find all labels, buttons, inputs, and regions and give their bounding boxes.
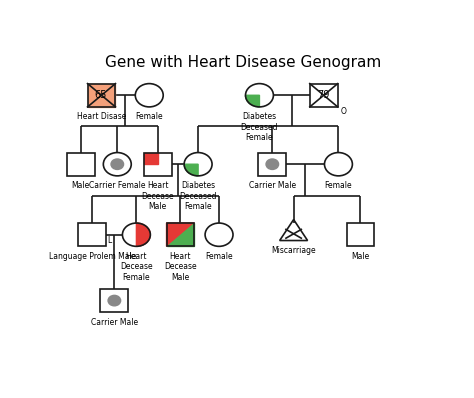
Wedge shape — [137, 223, 150, 246]
Text: Heart
Decease
Female: Heart Decease Female — [120, 252, 153, 282]
Text: Carrier Male: Carrier Male — [249, 181, 296, 190]
Text: Heart Disase: Heart Disase — [77, 112, 126, 121]
Polygon shape — [166, 223, 194, 246]
Text: Female: Female — [136, 112, 163, 121]
Text: 79: 79 — [317, 90, 329, 100]
Bar — [100, 289, 128, 312]
Bar — [144, 152, 158, 164]
Bar — [78, 223, 106, 246]
Bar — [88, 84, 116, 107]
Circle shape — [266, 159, 279, 170]
Text: L: L — [108, 236, 111, 245]
Text: Heart
Decease
Male: Heart Decease Male — [164, 252, 197, 282]
Text: Male: Male — [72, 181, 90, 190]
Bar — [166, 223, 194, 246]
Circle shape — [111, 159, 124, 170]
Text: Gene with Heart Disease Genogram: Gene with Heart Disease Genogram — [105, 55, 381, 70]
Text: Diabetes
Deceased
Female: Diabetes Deceased Female — [241, 112, 278, 142]
Wedge shape — [246, 95, 259, 107]
Bar — [66, 152, 94, 176]
Text: Carrier Female: Carrier Female — [89, 181, 146, 190]
Circle shape — [108, 295, 121, 306]
Bar — [144, 152, 172, 176]
Wedge shape — [184, 164, 198, 176]
Text: Heart
Decease
Male: Heart Decease Male — [141, 181, 174, 211]
Bar — [258, 152, 286, 176]
Text: Female: Female — [325, 181, 352, 190]
Bar — [88, 84, 116, 107]
Text: O: O — [341, 107, 346, 116]
Bar — [310, 84, 337, 107]
Text: 65: 65 — [95, 90, 107, 100]
Text: Miscarriage: Miscarriage — [271, 246, 316, 255]
Text: Female: Female — [205, 252, 233, 261]
Text: Carrier Male: Carrier Male — [91, 318, 138, 327]
Polygon shape — [166, 223, 194, 246]
Text: Language Prolem Male: Language Prolem Male — [49, 252, 136, 261]
Text: Male: Male — [351, 252, 370, 261]
Bar — [346, 223, 374, 246]
Text: Diabetes
Deceased
Female: Diabetes Deceased Female — [179, 181, 217, 211]
